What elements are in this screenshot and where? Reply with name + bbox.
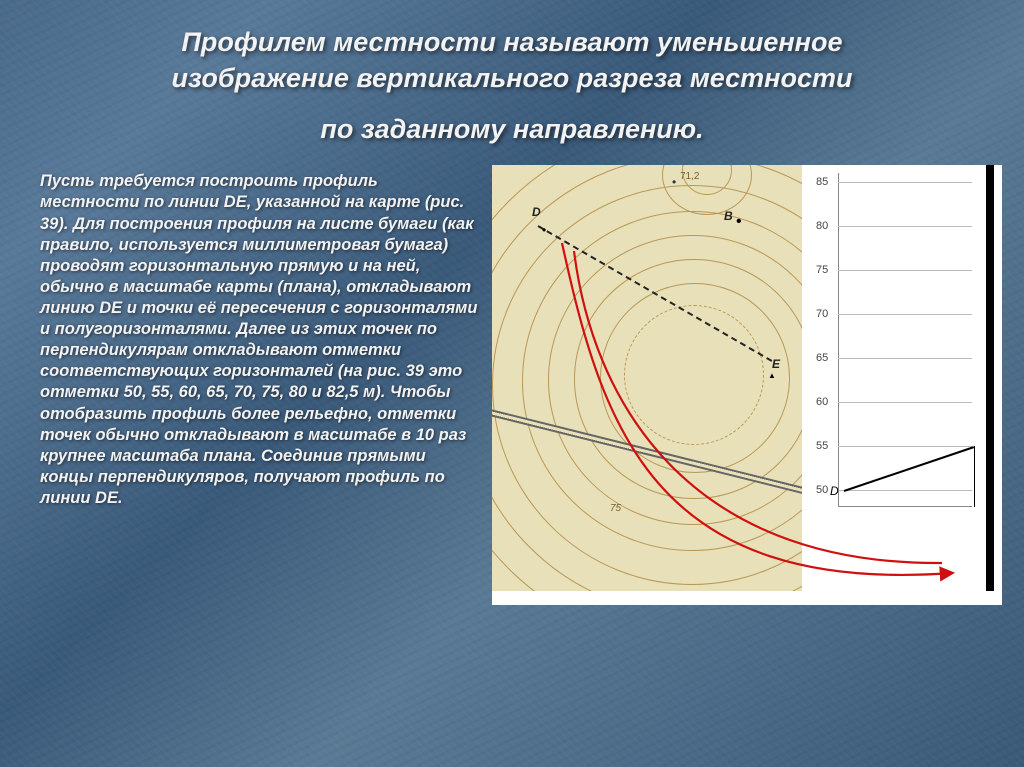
point-E-mark: ▲ (768, 371, 776, 380)
slide-title: Профилем местности называют уменьшенное … (0, 0, 1024, 163)
gridline (838, 446, 972, 447)
gridline (838, 490, 972, 491)
gridline (838, 182, 972, 183)
gridline (838, 270, 972, 271)
point-D-dot: • (542, 223, 546, 237)
body-paragraph: Пусть требуется построить профиль местно… (40, 171, 480, 509)
point-D-label: D (532, 205, 541, 219)
gridline (838, 226, 972, 227)
topo-map: 71,2 • D • B • E ▲ 75 (492, 165, 802, 591)
y-tick-label: 75 (816, 264, 828, 276)
contour-label-75: 75 (610, 503, 621, 514)
y-tick-label: 60 (816, 396, 828, 408)
spot-elevation: 71,2 (680, 171, 699, 182)
y-tick-label: 50 (816, 484, 828, 496)
profile-vertical (974, 446, 975, 508)
x-axis (838, 506, 972, 507)
figure: 71,2 • D • B • E ▲ 75 50 55 60 65 (492, 165, 1002, 605)
point-B-dot: • (736, 213, 742, 231)
title-line-3: по заданному направлению. (50, 111, 974, 147)
gridline (838, 358, 972, 359)
profile-segment (844, 446, 975, 492)
profile-D-label: D (830, 484, 839, 498)
gridline (838, 402, 972, 403)
gridline (838, 314, 972, 315)
content-row: Пусть требуется построить профиль местно… (0, 163, 1024, 509)
contour-line (624, 305, 764, 445)
title-line-2: изображение вертикального разреза местно… (50, 60, 974, 96)
y-tick-label: 85 (816, 176, 828, 188)
profile-chart: 50 55 60 65 70 75 80 85 D (814, 165, 994, 591)
spot-dot: • (672, 175, 676, 189)
y-tick-label: 70 (816, 308, 828, 320)
figure-wrap: 71,2 • D • B • E ▲ 75 50 55 60 65 (492, 171, 1004, 509)
point-E-label: E (772, 357, 780, 371)
y-tick-label: 55 (816, 440, 828, 452)
y-tick-label: 65 (816, 352, 828, 364)
title-line-1: Профилем местности называют уменьшенное (50, 24, 974, 60)
point-B-label: B (724, 209, 733, 223)
y-axis (838, 173, 839, 507)
y-tick-label: 80 (816, 220, 828, 232)
